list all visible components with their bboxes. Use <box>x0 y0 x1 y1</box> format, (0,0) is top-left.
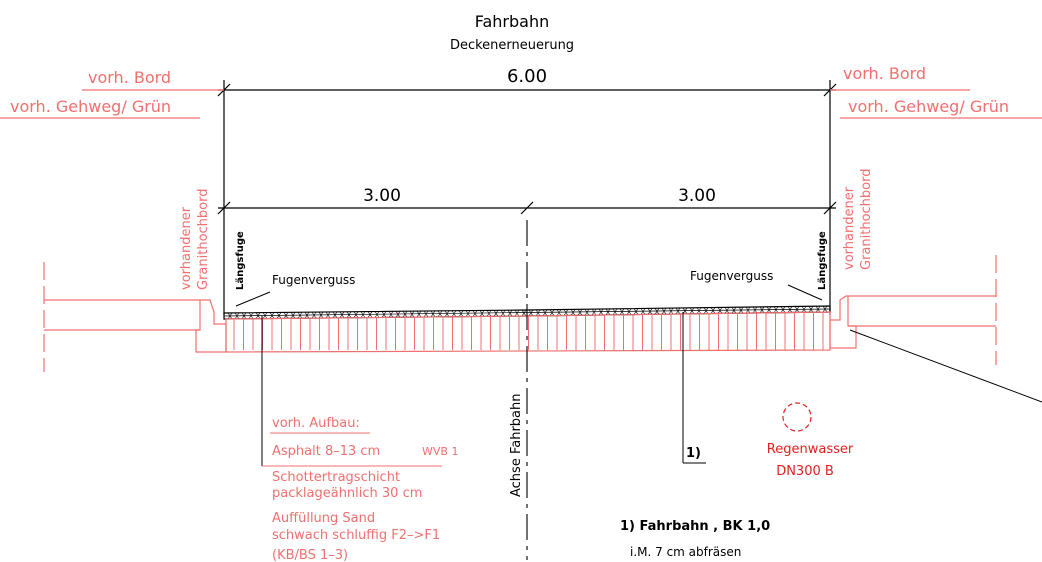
granit-right-label-1: vorhandener <box>842 186 857 270</box>
regenwasser-size: DN300 B <box>776 464 834 479</box>
aufbau-line1-suffix: WVB 1 <box>422 445 458 458</box>
fugenverguss-left-label: Fugenverguss <box>272 273 355 287</box>
left-curb <box>43 262 227 372</box>
fugenverguss-right-label: Fugenverguss <box>690 269 773 283</box>
dimension-left-label: 3.00 <box>363 186 401 206</box>
asphalt-hatch <box>227 305 828 320</box>
bord-left-label: vorh. Bord <box>88 68 171 87</box>
right-curb <box>829 255 997 365</box>
base-layer-hatch <box>233 312 824 350</box>
granit-right-label-2: Granithochbord <box>859 169 874 271</box>
laengsfuge-right-label: Längsfuge <box>817 231 828 290</box>
axis-label: Achse Fahrbahn <box>509 394 524 498</box>
gehweg-left-label: vorh. Gehweg/ Grün <box>10 97 171 116</box>
regenwasser-pipe-icon <box>782 402 812 432</box>
aufbau-heading: vorh. Aufbau: <box>272 416 360 431</box>
legend-line1: 1) Fahrbahn , BK 1,0 <box>620 519 770 534</box>
dimension-total-label: 6.00 <box>507 66 547 87</box>
gehweg-right-label: vorh. Gehweg/ Grün <box>848 97 1009 116</box>
dimension-total: 6.00 <box>217 66 837 315</box>
callout-marker: 1) <box>686 446 701 461</box>
aufbau-line3a: Auffüllung Sand <box>272 511 375 526</box>
regenwasser-label: Regenwasser <box>767 442 854 457</box>
aufbau-line1: Asphalt 8–13 cm <box>272 444 380 459</box>
granit-left-label-2: Granithochbord <box>196 189 211 291</box>
aufbau-line2a: Schottertragschicht <box>272 470 400 485</box>
dimension-halves: 3.00 3.00 <box>217 186 837 215</box>
aufbau-line2b: packlageähnlich 30 cm <box>272 486 422 501</box>
laengsfuge-left-label: Längsfuge <box>235 231 246 290</box>
aufbau-line3c: (KB/BS 1–3) <box>272 548 348 562</box>
bord-right-label: vorh. Bord <box>843 64 926 83</box>
aufbau-line3b: schwach schluffig F2–>F1 <box>272 528 440 543</box>
dimension-right-label: 3.00 <box>678 186 716 206</box>
drawing-subtitle: Deckenerneuerung <box>450 38 574 53</box>
granit-left-label-1: vorhandener <box>179 206 194 290</box>
drawing-title: Fahrbahn <box>475 12 550 31</box>
legend-line2: i.M. 7 cm abfräsen <box>630 545 741 559</box>
